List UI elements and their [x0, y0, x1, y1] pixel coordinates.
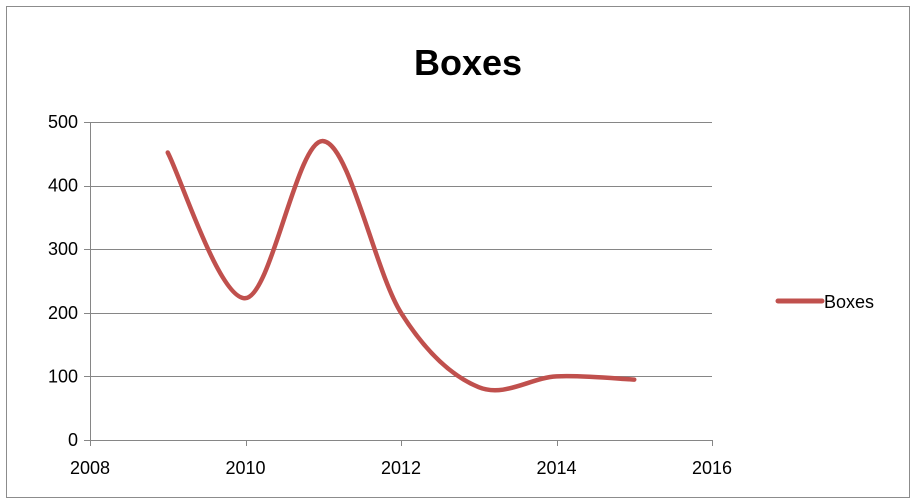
y-tick-label-0: 0 [68, 430, 78, 450]
x-tick-label-2014: 2014 [536, 458, 576, 478]
y-tick-label-400: 400 [48, 176, 78, 196]
data-point-2011 [321, 139, 325, 143]
series-layer [165, 138, 637, 393]
data-point-2015 [632, 378, 636, 382]
chart-title: Boxes [414, 42, 522, 83]
data-point-2013 [477, 385, 481, 389]
axes [84, 122, 713, 446]
x-tick-label-2012: 2012 [381, 458, 421, 478]
tick-labels: 0 100 200 300 400 500 2008 2010 2012 2014 2016 [48, 112, 732, 478]
x-tick-label-2010: 2010 [225, 458, 265, 478]
y-tick-label-300: 300 [48, 239, 78, 259]
y-tick-label-500: 500 [48, 112, 78, 132]
y-tick-label-100: 100 [48, 366, 78, 386]
data-point-2009 [166, 151, 170, 155]
legend: Boxes [775, 292, 874, 312]
data-point-2012 [399, 311, 403, 315]
y-tick-label-200: 200 [48, 303, 78, 323]
data-point-2014 [555, 374, 559, 378]
chart-border [6, 6, 910, 498]
x-tick-label-2016: 2016 [692, 458, 732, 478]
legend-label-boxes: Boxes [824, 292, 874, 312]
series-line-boxes [165, 138, 637, 393]
x-tick-label-2008: 2008 [70, 458, 110, 478]
data-point-2010 [244, 296, 248, 300]
